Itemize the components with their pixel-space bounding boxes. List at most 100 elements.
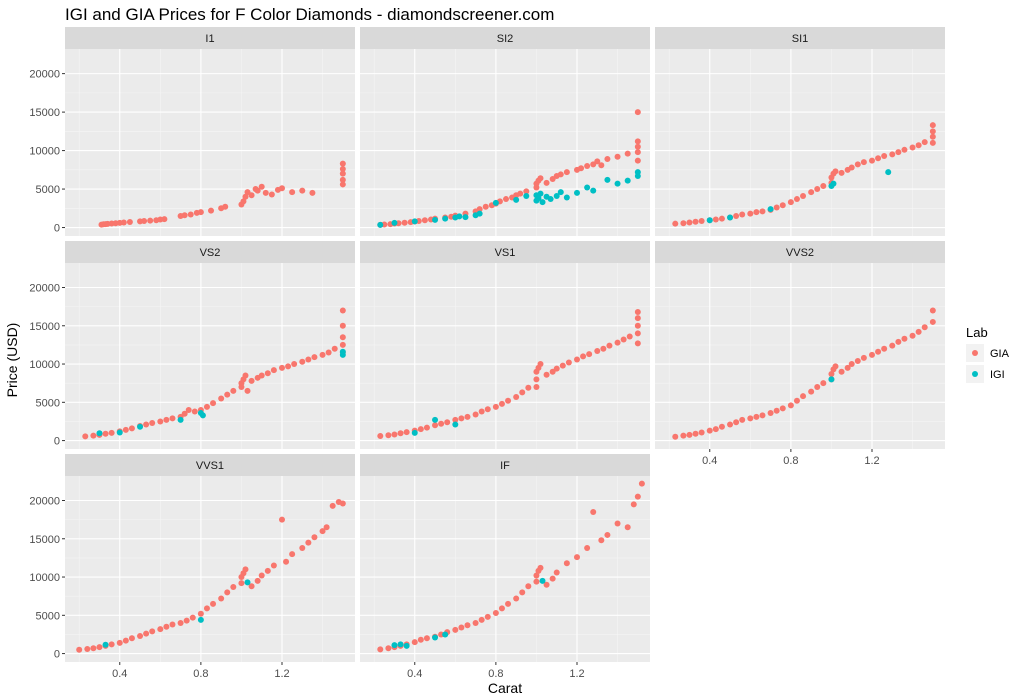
point-gia [311, 354, 318, 361]
point-gia [630, 501, 637, 508]
point-igi [727, 214, 734, 221]
x-tick-label: 0.8 [488, 668, 503, 680]
point-gia [787, 199, 794, 206]
facet-vs1: VS1 [360, 241, 650, 449]
panel-background [655, 49, 945, 236]
point-gia [102, 430, 109, 437]
point-gia [210, 600, 217, 607]
facet-strip-label: VS2 [200, 247, 221, 259]
point-gia [915, 328, 922, 335]
point-gia [248, 377, 255, 384]
point-gia [157, 418, 164, 425]
point-igi [403, 642, 410, 649]
point-gia [268, 191, 275, 198]
panel-background [655, 263, 945, 449]
point-gia [779, 405, 786, 412]
point-igi [885, 169, 892, 176]
point-igi [397, 641, 404, 648]
point-gia [747, 415, 754, 422]
point-gia [181, 212, 188, 219]
legend-item-igi: IGI [966, 365, 1005, 383]
point-gia [868, 157, 875, 164]
point-gia [584, 162, 591, 169]
point-gia [291, 361, 298, 368]
point-gia [868, 351, 875, 358]
facet-strip [360, 27, 650, 49]
legend-label: IGI [990, 369, 1005, 381]
point-gia [598, 537, 605, 544]
point-gia [820, 380, 827, 387]
point-igi [573, 189, 580, 196]
point-gia [339, 176, 346, 183]
point-gia [299, 544, 306, 551]
point-gia [533, 578, 540, 585]
legend: Lab GIA IGI [966, 325, 1010, 383]
point-gia [377, 646, 384, 653]
facet-strip [65, 454, 355, 476]
point-igi [96, 430, 103, 437]
point-gia [800, 192, 807, 199]
point-igi [199, 412, 206, 419]
point-igi [411, 429, 418, 436]
point-igi [604, 176, 611, 183]
point-gia [183, 617, 190, 624]
point-gia [915, 142, 922, 149]
point-gia [600, 345, 607, 352]
point-gia [578, 165, 585, 172]
point-gia [614, 520, 621, 527]
point-gia [909, 144, 916, 151]
point-gia [733, 419, 740, 426]
point-gia [634, 143, 641, 150]
point-gia [767, 410, 774, 417]
point-gia [573, 554, 580, 561]
point-gia [262, 189, 269, 196]
point-gia [339, 500, 346, 507]
point-gia [680, 432, 687, 439]
facet-vs2: VS2 0 5000 10000 15000 20000 [29, 241, 355, 449]
x-tick-label: 1.2 [864, 455, 879, 467]
panel-background [65, 49, 355, 236]
point-gia [444, 419, 451, 426]
point-gia [339, 322, 346, 329]
point-gia [472, 411, 479, 418]
point-gia [270, 367, 277, 374]
series-gia [82, 307, 346, 440]
y-tick-label: 10000 [29, 146, 60, 158]
facet-panels: I1 0 5000 10000 15000 20000 SI2 SI1 VS2 0 5000 1000… [29, 27, 945, 680]
point-gia [305, 356, 312, 363]
point-gia [838, 368, 845, 375]
point-gia [854, 161, 861, 168]
point-gia [169, 415, 176, 422]
point-gia [197, 209, 204, 216]
point-gia [549, 176, 556, 183]
point-gia [187, 211, 194, 218]
point-igi [547, 196, 554, 203]
point-gia [128, 635, 135, 642]
point-gia [537, 564, 544, 571]
point-gia [820, 182, 827, 189]
panel-background [360, 49, 650, 236]
point-gia [712, 216, 719, 223]
facet-strip [65, 241, 355, 263]
point-gia [147, 217, 154, 224]
point-gia [323, 524, 330, 531]
point-gia [513, 595, 520, 602]
point-gia [203, 403, 210, 410]
y-tick-label: 15000 [29, 107, 60, 119]
point-gia [739, 416, 746, 423]
point-gia [264, 370, 271, 377]
point-gia [921, 324, 928, 331]
point-gia [203, 605, 210, 612]
point-gia [311, 534, 318, 541]
point-gia [126, 218, 133, 225]
point-gia [385, 645, 392, 652]
point-gia [299, 187, 306, 194]
facet-si2: SI2 [360, 27, 650, 236]
point-gia [624, 150, 631, 157]
point-gia [161, 216, 168, 223]
point-gia [712, 426, 719, 433]
point-gia [122, 426, 129, 433]
point-gia [901, 146, 908, 153]
point-gia [423, 635, 430, 642]
